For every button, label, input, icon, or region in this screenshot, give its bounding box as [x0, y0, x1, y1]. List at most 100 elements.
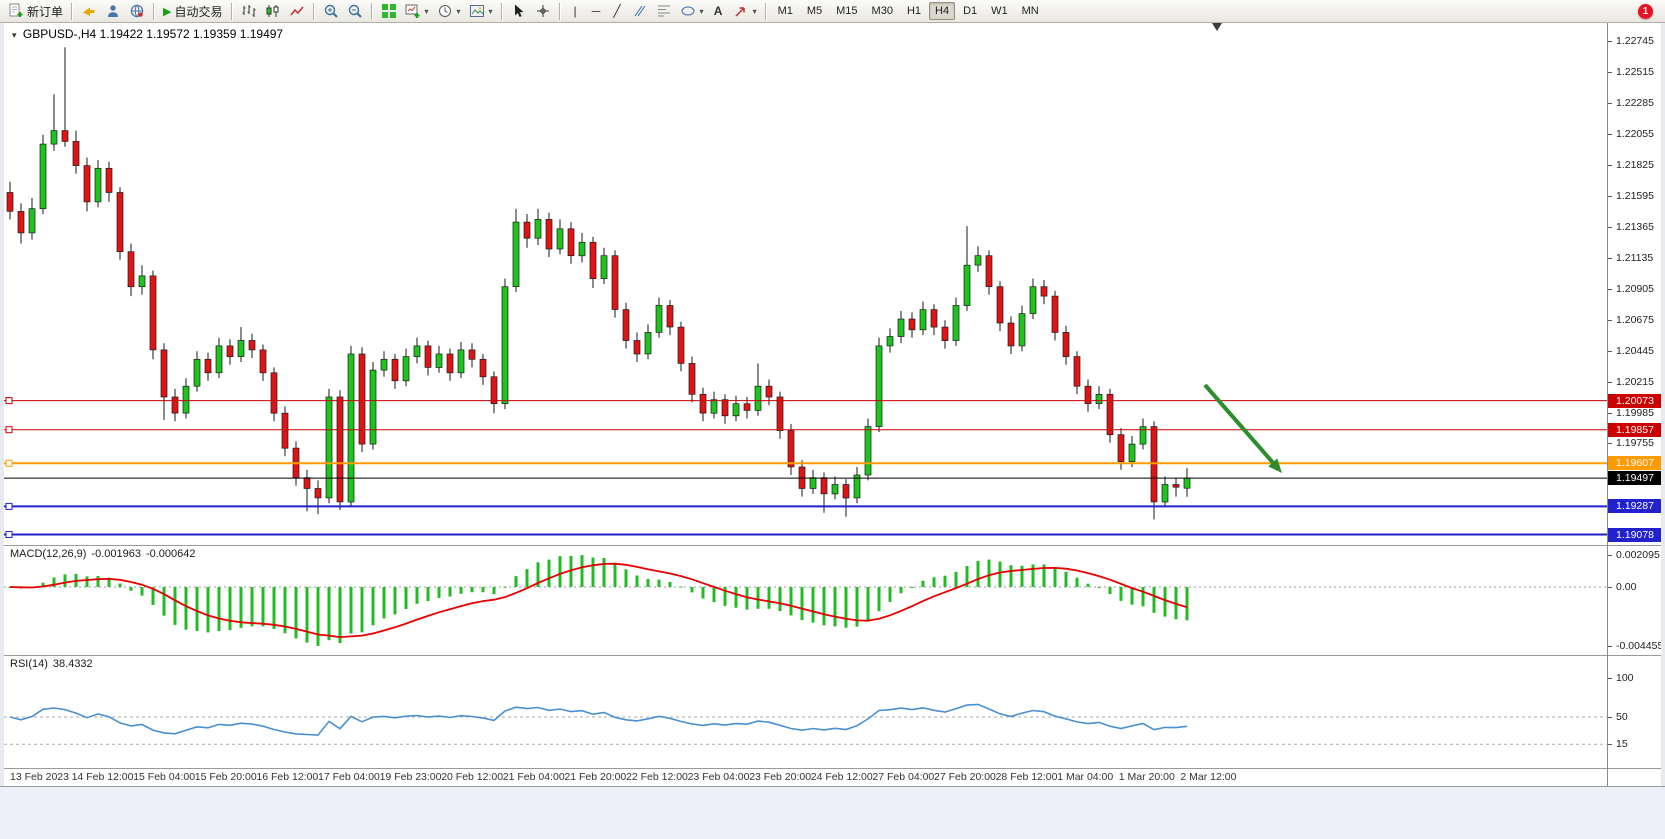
- time-label: 27 Feb 20:00: [934, 771, 996, 783]
- new-order-label: 新订单: [27, 4, 64, 19]
- timeframe-button-m5[interactable]: M5: [806, 5, 823, 17]
- trendline-tool-button[interactable]: ╱: [607, 0, 628, 22]
- cursor-icon: [514, 4, 524, 17]
- time-label: 20 Feb 12:00: [441, 771, 504, 783]
- price-axis-border: [1607, 23, 1608, 786]
- tile-windows-button[interactable]: [377, 0, 401, 22]
- period-button[interactable]: ▾: [433, 0, 465, 22]
- rsi-axis-label: 15: [1608, 738, 1661, 750]
- chart-shift-marker[interactable]: [1212, 23, 1222, 31]
- rsi-panel[interactable]: RSI(14) 38.4332: [4, 656, 1607, 768]
- timeframe-button-m1[interactable]: M1: [777, 5, 793, 17]
- trendline-icon: ╱: [613, 4, 621, 18]
- new-chart-button[interactable]: ▾: [401, 0, 433, 22]
- vertical-line-tool-button[interactable]: |: [565, 0, 586, 22]
- price-tick: 1.20905: [1608, 283, 1661, 295]
- price-level-badge: 1.19607: [1608, 456, 1661, 471]
- rsi-name: RSI(14): [10, 658, 48, 670]
- candlestick-plot[interactable]: [4, 23, 1607, 545]
- price-tick: 1.22285: [1608, 97, 1661, 109]
- community-button[interactable]: [125, 0, 149, 22]
- person-icon: [108, 5, 119, 17]
- price-tick: 1.21365: [1608, 221, 1661, 233]
- template-button[interactable]: ▾: [465, 0, 497, 22]
- chart-line-button[interactable]: [285, 0, 309, 22]
- zoom-out-button[interactable]: [343, 0, 367, 22]
- alerts-button[interactable]: [77, 0, 101, 22]
- panel-separator: [0, 768, 1661, 769]
- macd-signal-value: -0.000642: [145, 548, 196, 560]
- time-label: 21 Feb 20:00: [564, 771, 627, 783]
- chart-candles-button[interactable]: [261, 0, 285, 22]
- macd-panel[interactable]: MACD(12,26,9) -0.001963 -0.000642: [4, 546, 1607, 655]
- profile-button[interactable]: [101, 0, 125, 22]
- rsi-label: RSI(14) 38.4332: [10, 658, 98, 670]
- price-tick: 1.20445: [1608, 345, 1661, 357]
- time-label: 2 Mar 12:00: [1180, 771, 1237, 783]
- globe-icon: [130, 4, 144, 18]
- shapes-tool-button[interactable]: ▾: [676, 0, 708, 22]
- panel-separator[interactable]: [0, 655, 1661, 656]
- rsi-axis-label: 100: [1608, 672, 1661, 684]
- price-tick: 1.22515: [1608, 66, 1661, 78]
- time-label: 23 Feb 04:00: [687, 771, 750, 783]
- timeframe-button-h4[interactable]: H4: [929, 2, 956, 20]
- text-tool-button[interactable]: A: [708, 0, 729, 22]
- cursor-button[interactable]: [507, 0, 531, 22]
- arrow-annotation[interactable]: [1203, 383, 1275, 464]
- price-axis[interactable]: 1.22745 1.22515 1.22285 1.22055 1.21825 1.215…: [1608, 23, 1663, 786]
- rsi-plot[interactable]: [4, 656, 1607, 768]
- zoom-out-icon: [348, 4, 362, 18]
- timeframe-button-h1[interactable]: H1: [906, 5, 922, 17]
- time-label: 16 Feb 12:00: [256, 771, 319, 783]
- chart-symbol-period: GBPUSD-,H4: [22, 27, 97, 41]
- new-order-button[interactable]: 新订单: [4, 0, 67, 22]
- crosshair-button[interactable]: [531, 0, 555, 22]
- panel-separator[interactable]: [0, 545, 1661, 546]
- zoom-in-button[interactable]: [319, 0, 343, 22]
- window-bottom-frame: [0, 786, 1665, 839]
- macd-axis-label: 0.00: [1608, 581, 1661, 593]
- fibonacci-tool-button[interactable]: [652, 0, 676, 22]
- price-level-badge: 1.19287: [1608, 499, 1661, 514]
- horizontal-line-icon: ─: [591, 4, 601, 18]
- timeframe-button-d1[interactable]: D1: [963, 5, 978, 17]
- chevron-down-icon: ▾: [456, 6, 461, 16]
- main-chart-panel[interactable]: ▾ GBPUSD-,H4 1.19422 1.19572 1.19359 1.1…: [4, 23, 1607, 545]
- arrow-tool-icon: [735, 7, 745, 17]
- timeframe-button-w1[interactable]: W1: [991, 5, 1008, 17]
- price-tick: 1.21825: [1608, 159, 1661, 171]
- price-level-badge: 1.19497: [1608, 471, 1661, 486]
- time-axis[interactable]: 13 Feb 2023 14 Feb 12:00 15 Feb 04:00 15 Fe…: [4, 768, 1607, 786]
- time-label: 13 Feb 2023: [10, 771, 69, 783]
- time-label: 23 Feb 20:00: [749, 771, 812, 783]
- window-frame-left: [0, 23, 4, 839]
- time-label: 17 Feb 04:00: [318, 771, 380, 783]
- timeframe-button-m30[interactable]: M30: [871, 5, 893, 17]
- auto-trading-button[interactable]: ▶ 自动交易: [159, 0, 226, 22]
- toolbar-separator: [153, 2, 156, 20]
- megaphone-icon: [83, 7, 95, 16]
- time-label: 15 Feb 20:00: [194, 771, 257, 783]
- channel-icon: [634, 5, 645, 17]
- toolbar-separator: [764, 2, 767, 20]
- price-tick: 1.20215: [1608, 376, 1661, 388]
- toolbar-separator: [558, 2, 561, 20]
- chart-ohlc-values: 1.19422 1.19572 1.19359 1.19497: [99, 27, 284, 41]
- toolbar-separator: [230, 2, 233, 20]
- timeframe-button-mn[interactable]: MN: [1021, 5, 1039, 17]
- arrows-tool-button[interactable]: ▾: [729, 0, 761, 22]
- chart-bars-button[interactable]: [237, 0, 261, 22]
- macd-plot[interactable]: [4, 546, 1607, 655]
- horizontal-line-tool-button[interactable]: ─: [586, 0, 607, 22]
- channel-tool-button[interactable]: [628, 0, 652, 22]
- time-label: 14 Feb 12:00: [71, 771, 134, 783]
- toolbar-separator: [370, 2, 373, 20]
- price-level-badge: 1.20073: [1608, 393, 1661, 408]
- auto-trading-label: 自动交易: [174, 4, 223, 19]
- notification-badge[interactable]: 1: [1638, 3, 1653, 19]
- toolbar-separator: [500, 2, 503, 20]
- candlestick-chart-icon: [266, 5, 278, 17]
- timeframe-button-m15[interactable]: M15: [836, 5, 858, 17]
